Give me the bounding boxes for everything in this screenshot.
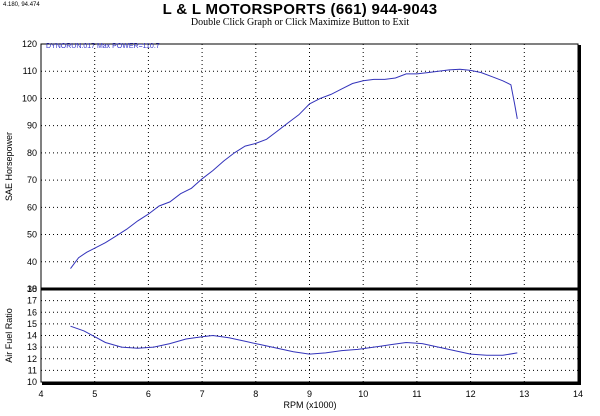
panel-frames xyxy=(40,43,581,385)
air-fuel-y-tick-label: 17 xyxy=(27,296,37,306)
plot-frame xyxy=(40,43,579,383)
power-y-axis-label: SAE Horsepower xyxy=(4,132,14,201)
air-fuel-panel-grid xyxy=(40,288,579,383)
power-y-tick-label: 40 xyxy=(27,257,37,267)
air-fuel-y-tick-label: 14 xyxy=(27,331,37,341)
power-y-tick-label: 80 xyxy=(27,148,37,158)
x-tick-label: 5 xyxy=(92,389,97,399)
power-y-tick-label: 90 xyxy=(27,121,37,131)
air-fuel-y-tick-label: 11 xyxy=(28,365,37,375)
x-tick-label: 9 xyxy=(307,389,312,399)
power-y-tick-label: 110 xyxy=(23,66,37,76)
page-subtitle: Double Click Graph or Click Maximize But… xyxy=(190,17,410,28)
x-tick-labels: 4 5 6 7 8 9 10 11 12 13 14 xyxy=(38,389,583,399)
power-y-tick-label: 30 xyxy=(27,284,37,294)
air-fuel-y-axis-label: Air Fuel Ratio xyxy=(4,308,14,363)
x-tick-label: 6 xyxy=(146,389,151,399)
x-axis-label: RPM (x1000) xyxy=(283,400,336,410)
power-panel-grid xyxy=(40,43,579,290)
x-tick-label: 14 xyxy=(573,389,583,399)
air-fuel-y-tick-label: 18 xyxy=(27,284,37,294)
run-label: DYNORUN.017 Max POWER=110.7 xyxy=(46,43,160,50)
air-fuel-y-tick-label: 12 xyxy=(27,354,37,364)
air-fuel-y-tick-label: 15 xyxy=(27,319,37,329)
power-y-tick-label: 60 xyxy=(27,202,37,212)
x-tick-label: 8 xyxy=(253,389,258,399)
series-lines xyxy=(70,68,518,356)
air-fuel-series-line xyxy=(70,325,518,356)
x-tick-label: 12 xyxy=(466,389,476,399)
horsepower-series-line xyxy=(70,68,518,269)
x-tick-label: 11 xyxy=(412,389,421,399)
air-fuel-y-tick-label: 16 xyxy=(27,307,37,317)
power-y-tick-label: 100 xyxy=(22,93,37,103)
air-fuel-y-tick-label: 13 xyxy=(27,342,37,352)
cursor-coordinate-readout: 4.180, 94.474 xyxy=(3,2,40,8)
x-tick-label: 10 xyxy=(358,389,368,399)
page-title: L & L MOTORSPORTS (661) 944-9043 xyxy=(162,1,438,18)
power-y-tick-label: 50 xyxy=(27,230,37,240)
x-tick-label: 4 xyxy=(38,389,43,399)
x-tick-label: 13 xyxy=(519,389,529,399)
power-y-tick-label: 120 xyxy=(22,39,37,49)
x-tick-label: 7 xyxy=(200,389,205,399)
power-y-tick-label: 70 xyxy=(27,175,37,185)
power-y-tick-labels: 30 40 50 60 70 80 90 100 110 120 xyxy=(22,39,37,294)
air-fuel-y-tick-label: 10 xyxy=(27,377,37,387)
